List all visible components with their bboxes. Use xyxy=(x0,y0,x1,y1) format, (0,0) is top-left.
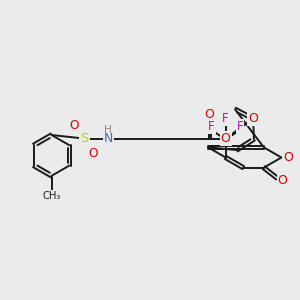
Text: O: O xyxy=(70,119,79,132)
Text: CH₃: CH₃ xyxy=(42,191,61,201)
Text: F: F xyxy=(208,120,215,133)
Text: O: O xyxy=(278,174,288,187)
Text: O: O xyxy=(221,132,230,145)
Text: O: O xyxy=(283,151,293,164)
Text: N: N xyxy=(104,132,113,145)
Text: S: S xyxy=(80,132,89,145)
Text: H: H xyxy=(103,125,111,135)
Text: O: O xyxy=(248,112,258,125)
Text: O: O xyxy=(205,107,214,121)
Text: O: O xyxy=(89,147,98,160)
Text: F: F xyxy=(222,112,229,125)
Text: F: F xyxy=(236,120,243,133)
